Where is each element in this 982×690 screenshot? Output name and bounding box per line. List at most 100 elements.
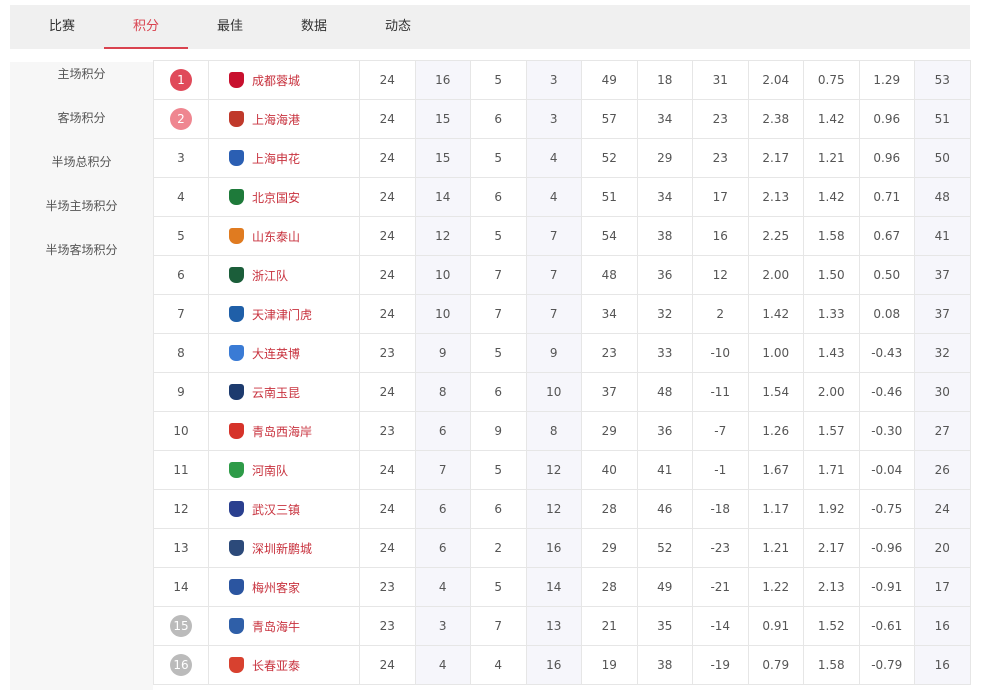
stat-cell: 27 [914, 411, 971, 451]
stat-cell: 48 [581, 255, 638, 295]
team-name-link[interactable]: 长春亚泰 [252, 658, 301, 673]
stat-cell: -0.96 [858, 528, 915, 568]
stat-cell: -0.43 [858, 333, 915, 373]
sidebar-item[interactable]: 主场积分 [57, 67, 106, 81]
team-logo-icon [229, 423, 244, 439]
stat-cell: 48 [636, 372, 693, 412]
stat-cell: 1.58 [803, 645, 860, 685]
stat-cell: 36 [636, 255, 693, 295]
stat-cell: 24 [359, 645, 416, 685]
stat-cell: 34 [636, 99, 693, 139]
stat-cell: 37 [914, 255, 971, 295]
stat-cell: 4 [525, 177, 582, 217]
stat-cell: 2.13 [803, 567, 860, 607]
stat-cell: 23 [692, 99, 749, 139]
stat-cell: 33 [636, 333, 693, 373]
team-name-link[interactable]: 河南队 [252, 463, 289, 478]
team-name-link[interactable]: 云南玉昆 [252, 385, 301, 400]
table-row: 12 武汉三镇 24 6 6 12 28 46 -18 1.17 1.92 -0.75 24 [153, 489, 971, 529]
stat-cell: 28 [581, 489, 638, 529]
rank-cell: 3 [153, 138, 209, 178]
stat-cell: -19 [692, 645, 749, 685]
team-name-link[interactable]: 成都蓉城 [252, 73, 301, 88]
stat-cell: 5 [470, 60, 527, 100]
stat-cell: 15 [414, 138, 471, 178]
stat-cell: 1.52 [803, 606, 860, 646]
tab-0[interactable]: 比赛 [48, 19, 75, 34]
stat-cell: 7 [470, 255, 527, 295]
stat-cell: 23 [359, 606, 416, 646]
stat-cell: 49 [636, 567, 693, 607]
stat-cell: 4 [525, 138, 582, 178]
stat-cell: 53 [914, 60, 971, 100]
team-name-link[interactable]: 北京国安 [252, 190, 301, 205]
rank: 4 [177, 190, 185, 204]
stat-cell: 37 [914, 294, 971, 334]
team-name-link[interactable]: 深圳新鹏城 [252, 541, 313, 556]
team-cell: 天津津门虎 [208, 294, 360, 334]
sidebar-item[interactable]: 半场总积分 [51, 155, 112, 169]
stat-cell: 30 [914, 372, 971, 412]
sidebar-item[interactable]: 半场客场积分 [45, 243, 118, 257]
team-name-link[interactable]: 梅州客家 [252, 580, 301, 595]
tab-3[interactable]: 数据 [300, 19, 327, 34]
stat-cell: 1.29 [858, 60, 915, 100]
stat-cell: 7 [414, 450, 471, 490]
stat-cell: 9 [470, 411, 527, 451]
stat-cell: 24 [359, 60, 416, 100]
stat-cell: 24 [359, 450, 416, 490]
team-name-link[interactable]: 天津津门虎 [252, 307, 313, 322]
stat-cell: 23 [359, 567, 416, 607]
stat-cell: 10 [414, 294, 471, 334]
stat-cell: 2.17 [747, 138, 804, 178]
team-logo-icon [229, 657, 244, 673]
team-logo-icon [229, 462, 244, 478]
sidebar-item[interactable]: 客场积分 [57, 111, 106, 125]
table-row: 14 梅州客家 23 4 5 14 28 49 -21 1.22 2.13 -0.91 17 [153, 567, 971, 607]
tab-4[interactable]: 动态 [384, 19, 411, 34]
rank-cell: 13 [153, 528, 209, 568]
stat-cell: 6 [470, 489, 527, 529]
rank-cell: 6 [153, 255, 209, 295]
stat-cell: 16 [525, 528, 582, 568]
table-row: 8 大连英博 23 9 5 9 23 33 -10 1.00 1.43 -0.43 32 [153, 333, 971, 373]
team-name-link[interactable]: 浙江队 [252, 268, 289, 283]
team-logo-icon [229, 540, 244, 556]
team-name-link[interactable]: 山东泰山 [252, 229, 301, 244]
team-name-link[interactable]: 青岛海牛 [252, 619, 301, 634]
stat-cell: 34 [581, 294, 638, 334]
stat-cell: 36 [636, 411, 693, 451]
team-name-link[interactable]: 武汉三镇 [252, 502, 301, 517]
stat-cell: 31 [692, 60, 749, 100]
rank-cell: 15 [153, 606, 209, 646]
team-name-link[interactable]: 上海海港 [252, 112, 301, 127]
stat-cell: 16 [414, 60, 471, 100]
rank: 3 [177, 151, 185, 165]
stat-cell: 24 [359, 528, 416, 568]
stat-cell: 0.08 [858, 294, 915, 334]
stat-cell: 24 [359, 216, 416, 256]
stat-cell: 14 [414, 177, 471, 217]
tab-1[interactable]: 积分 [104, 5, 188, 49]
stat-cell: 0.96 [858, 99, 915, 139]
team-name-link[interactable]: 上海申花 [252, 151, 301, 166]
rank-cell: 11 [153, 450, 209, 490]
stat-cell: -0.79 [858, 645, 915, 685]
tab-2[interactable]: 最佳 [216, 19, 243, 34]
stat-cell: 24 [914, 489, 971, 529]
stat-cell: 1.42 [803, 99, 860, 139]
stat-cell: 1.58 [803, 216, 860, 256]
team-name-link[interactable]: 大连英博 [252, 346, 301, 361]
table-row: 1 成都蓉城 24 16 5 3 49 18 31 2.04 0.75 1.29 53 [153, 60, 971, 100]
stat-cell: 2.00 [803, 372, 860, 412]
stat-cell: 1.26 [747, 411, 804, 451]
stat-cell: 0.75 [803, 60, 860, 100]
sidebar-item[interactable]: 半场主场积分 [45, 199, 118, 213]
stat-cell: 29 [581, 528, 638, 568]
stat-cell: 21 [581, 606, 638, 646]
stat-cell: 1.33 [803, 294, 860, 334]
stat-cell: 37 [581, 372, 638, 412]
table-row: 16 长春亚泰 24 4 4 16 19 38 -19 0.79 1.58 -0.79 16 [153, 645, 971, 685]
stat-cell: -0.61 [858, 606, 915, 646]
team-name-link[interactable]: 青岛西海岸 [252, 424, 313, 439]
